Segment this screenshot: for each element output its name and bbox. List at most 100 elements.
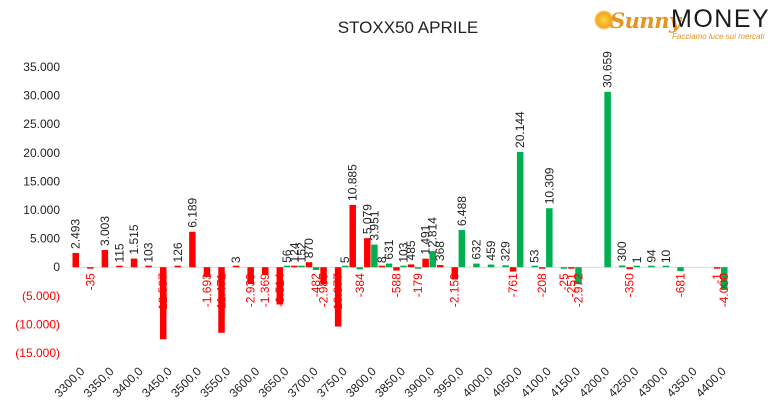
bar — [334, 267, 342, 327]
bar — [130, 258, 138, 268]
data-label: 485 — [404, 240, 418, 260]
x-tick-label: 3500,0 — [168, 364, 204, 400]
bar — [633, 265, 641, 268]
bar — [174, 265, 182, 268]
data-label: -25 — [557, 273, 571, 291]
bar — [407, 264, 415, 268]
y-tick-label: 25.000 — [23, 117, 60, 131]
bar — [312, 267, 320, 270]
logo-brand-second: MONEY — [671, 5, 770, 33]
data-label: -1.369 — [258, 273, 272, 307]
bar — [502, 265, 509, 268]
data-label: -2.939 — [244, 273, 258, 307]
y-tick-label: 20.000 — [23, 146, 60, 160]
data-label: -384 — [353, 273, 367, 297]
x-tick-label: 4000,0 — [460, 364, 496, 400]
data-label: 5 — [338, 256, 352, 263]
bar — [203, 267, 211, 277]
data-label: 631 — [382, 239, 396, 259]
y-tick-label: (10.000) — [15, 317, 60, 331]
data-label: -2.150 — [448, 273, 462, 307]
y-tick-label: 15.000 — [23, 174, 60, 188]
data-label: -1 — [710, 273, 724, 284]
x-axis: 3300,03350,03400,03450,03500,03550,03600… — [52, 364, 730, 400]
x-tick-label: 4200,0 — [576, 364, 612, 400]
data-label: -251 — [564, 273, 578, 297]
data-label: -350 — [623, 273, 637, 297]
bar — [546, 208, 553, 268]
data-label: -482 — [309, 273, 323, 297]
bar — [145, 265, 152, 268]
data-label: 1 — [630, 256, 644, 263]
logo-brand-first: Sunny — [610, 8, 681, 33]
bar — [677, 267, 684, 272]
bar — [516, 151, 524, 268]
data-label: 6.189 — [185, 197, 199, 227]
bar — [487, 264, 495, 268]
bar — [662, 265, 670, 268]
data-label: 329 — [499, 241, 513, 261]
bar — [648, 265, 655, 268]
bar — [458, 230, 466, 268]
data-label: -761 — [506, 273, 520, 297]
bar — [232, 265, 240, 268]
bar — [378, 265, 386, 268]
bar — [509, 267, 517, 272]
x-tick-label: 3950,0 — [431, 364, 467, 400]
data-label: 5.079 — [360, 204, 374, 234]
logo-tagline: Facciamo luce sui mercati — [672, 32, 765, 41]
data-label: 56 — [280, 249, 294, 263]
x-tick-label: 3900,0 — [401, 364, 437, 400]
bar — [371, 244, 378, 268]
x-tick-label: 4150,0 — [547, 364, 583, 400]
data-label: 8 — [375, 256, 389, 263]
bar — [568, 267, 575, 269]
bar — [531, 265, 538, 268]
x-tick-label: 3800,0 — [343, 364, 379, 400]
data-label: 368 — [433, 241, 447, 261]
data-label: 300 — [615, 241, 629, 261]
bar — [159, 267, 167, 340]
data-label: -11.471 — [215, 273, 229, 313]
y-tick-label: (5.000) — [22, 289, 60, 303]
bar — [276, 267, 284, 305]
bar — [356, 267, 364, 270]
data-label: 870 — [302, 238, 316, 258]
data-label: 53 — [528, 249, 542, 263]
bar — [721, 267, 728, 291]
sun-icon — [594, 10, 614, 30]
data-label: 3 — [229, 256, 243, 263]
data-label: 115 — [112, 243, 126, 262]
data-label: 10 — [659, 249, 673, 263]
bar — [436, 265, 444, 268]
bar — [618, 265, 626, 268]
x-tick-label: 4350,0 — [664, 364, 700, 400]
y-tick-label: 5.000 — [30, 232, 60, 246]
x-tick-label: 3850,0 — [372, 364, 408, 400]
bar — [604, 91, 611, 268]
bar — [400, 265, 407, 268]
y-tick-label: 30.000 — [23, 89, 60, 103]
bar — [262, 267, 269, 276]
bar — [101, 250, 109, 268]
bar — [320, 267, 327, 285]
bar — [451, 267, 459, 280]
data-label: 3.951 — [367, 210, 381, 240]
data-label: -1.693 — [200, 273, 214, 307]
y-axis: 35.000 30.000 25.000 20.000 15.000 10.000 5.00… — [15, 60, 60, 360]
x-tick-label: 3450,0 — [139, 364, 175, 400]
bar — [283, 265, 291, 268]
bar — [538, 267, 546, 269]
data-label: -10.377 — [331, 273, 345, 314]
data-label: 1.515 — [127, 224, 141, 254]
y-tick-label: 0 — [53, 260, 60, 274]
bar — [473, 263, 480, 268]
bar — [189, 231, 196, 268]
bar — [72, 252, 79, 268]
data-label: -588 — [389, 273, 403, 297]
data-label: 632 — [469, 239, 483, 259]
data-label: -208 — [535, 273, 549, 297]
x-tick-label: 3600,0 — [226, 364, 262, 400]
